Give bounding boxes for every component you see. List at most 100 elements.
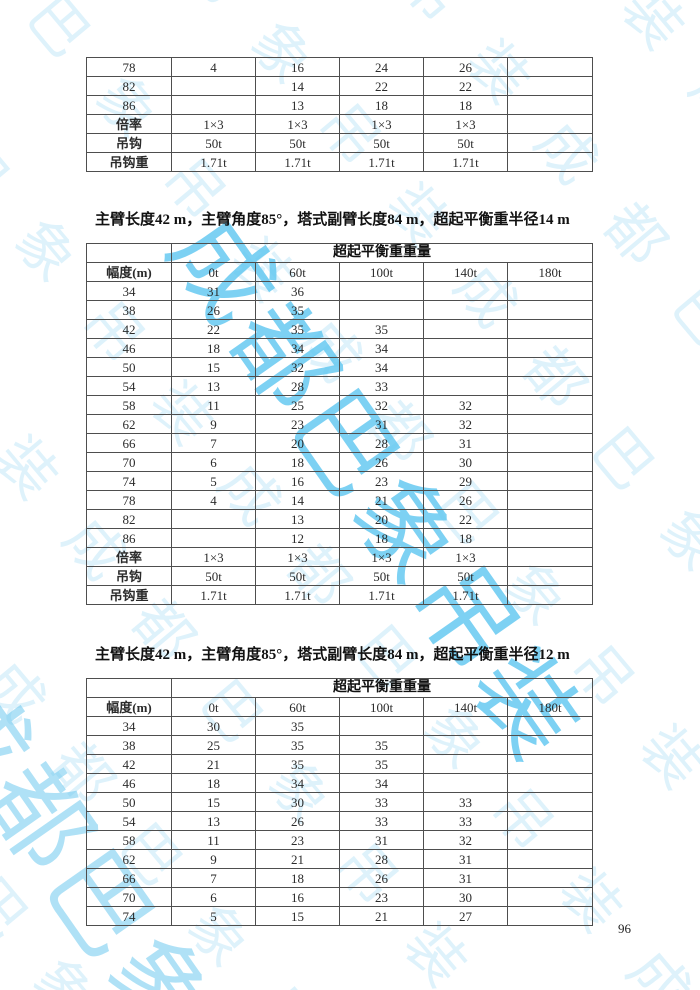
column-header: 幅度(m)	[86, 262, 172, 282]
table-cell: 22	[423, 76, 508, 96]
table-cell	[171, 76, 256, 96]
table-cell: 66	[86, 433, 172, 453]
table-cell: 14	[255, 490, 340, 510]
table-cell: 4	[171, 490, 256, 510]
table-cell: 22	[171, 319, 256, 339]
table-cell: 30	[423, 452, 508, 472]
table-cell: 50	[86, 792, 172, 812]
table-row: 倍率 1×3 1×3 1×3 1×3	[86, 114, 593, 134]
table-cell	[86, 243, 172, 263]
table-cell	[86, 678, 172, 698]
column-header: 幅度(m)	[86, 697, 172, 717]
table-cell: 1×3	[171, 114, 256, 134]
table-cell: 5	[171, 471, 256, 491]
column-header: 140t	[423, 697, 508, 717]
table-row: 54 13 26 33 33	[86, 811, 594, 831]
table-cell: 26	[339, 452, 424, 472]
table-cell	[506, 414, 594, 434]
table-cell: 13	[255, 509, 340, 529]
table-cell	[423, 300, 508, 320]
table-cell: 15	[255, 906, 340, 926]
table-row: 吊钩 50t 50t 50t 50t	[86, 566, 594, 586]
table-cell: 1×3	[339, 114, 424, 134]
table-cell: 66	[86, 868, 172, 888]
table-cell	[506, 811, 594, 831]
table-row: 吊钩 50t 50t 50t 50t	[86, 133, 593, 153]
table-cell: 36	[255, 281, 340, 301]
table-cell	[423, 281, 508, 301]
table-cell: 70	[86, 452, 172, 472]
table-cell: 4	[171, 57, 256, 77]
column-header: 60t	[255, 262, 340, 282]
table-row: 38 25 35 35	[86, 735, 594, 755]
table-cell	[423, 338, 508, 358]
table-cell: 82	[86, 76, 172, 96]
table-cell	[171, 509, 256, 529]
table-cell: 16	[255, 57, 340, 77]
column-header: 0t	[171, 262, 256, 282]
table-cell: 18	[339, 95, 424, 115]
table-cell	[506, 868, 594, 888]
table-cell	[423, 357, 508, 377]
table-cell	[506, 716, 594, 736]
table-cell: 31	[423, 849, 508, 869]
table-cell: 35	[339, 735, 424, 755]
table-cell: 15	[171, 792, 256, 812]
table-cell: 34	[86, 281, 172, 301]
table-cell	[506, 433, 594, 453]
table-cell: 23	[339, 887, 424, 907]
table-cell: 34	[86, 716, 172, 736]
table-cell: 30	[171, 716, 256, 736]
table-cell: 18	[423, 95, 508, 115]
table-cell	[506, 300, 594, 320]
table-cell: 1.71t	[423, 152, 508, 172]
table-cell: 46	[86, 338, 172, 358]
table-row: 50 15 32 34	[86, 357, 594, 377]
table-cell: 1.71t	[171, 152, 256, 172]
table-cell: 82	[86, 509, 172, 529]
table-row: 74 5 16 23 29	[86, 471, 594, 491]
table-cell: 33	[339, 376, 424, 396]
table-cell	[506, 376, 594, 396]
table-cell: 31	[423, 868, 508, 888]
table-cell: 1.71t	[255, 585, 340, 605]
table-cell: 33	[339, 811, 424, 831]
table-cell: 18	[171, 773, 256, 793]
table-cell: 18	[255, 868, 340, 888]
table-cell: 9	[171, 849, 256, 869]
table-cell: 25	[171, 735, 256, 755]
column-header: 140t	[423, 262, 508, 282]
table-cell: 18	[255, 452, 340, 472]
table-cell: 42	[86, 754, 172, 774]
table-cell: 25	[255, 395, 340, 415]
table-row: 34 31 36	[86, 281, 594, 301]
table-cell: 28	[255, 376, 340, 396]
table-cell: 13	[171, 811, 256, 831]
table-cell	[507, 57, 593, 77]
table-row: 82 13 20 22	[86, 509, 594, 529]
table-cell: 1×3	[255, 114, 340, 134]
table-cell: 32	[339, 395, 424, 415]
table-row: 50 15 30 33 33	[86, 792, 594, 812]
table-cell: 1.71t	[255, 152, 340, 172]
table-cell	[423, 319, 508, 339]
merged-header-cell: 超起平衡重重量	[170, 678, 594, 698]
table-cell: 34	[255, 773, 340, 793]
table-cell: 23	[255, 414, 340, 434]
table-cell	[506, 830, 594, 850]
table-cell: 18	[171, 338, 256, 358]
table-cell: 50t	[423, 133, 508, 153]
table-cell	[506, 357, 594, 377]
table-cell: 18	[339, 528, 424, 548]
table-cell: 26	[423, 57, 508, 77]
table-cell	[506, 906, 594, 926]
merged-header-cell: 超起平衡重重量	[170, 243, 594, 263]
table-cell: 32	[423, 414, 508, 434]
table-cell	[506, 849, 594, 869]
table-row: 吊钩重 1.71t 1.71t 1.71t 1.71t	[86, 152, 593, 172]
table-cell: 26	[339, 868, 424, 888]
table-cell: 20	[255, 433, 340, 453]
table-cell: 50t	[171, 566, 256, 586]
table-cell: 54	[86, 376, 172, 396]
table-cell: 21	[339, 490, 424, 510]
